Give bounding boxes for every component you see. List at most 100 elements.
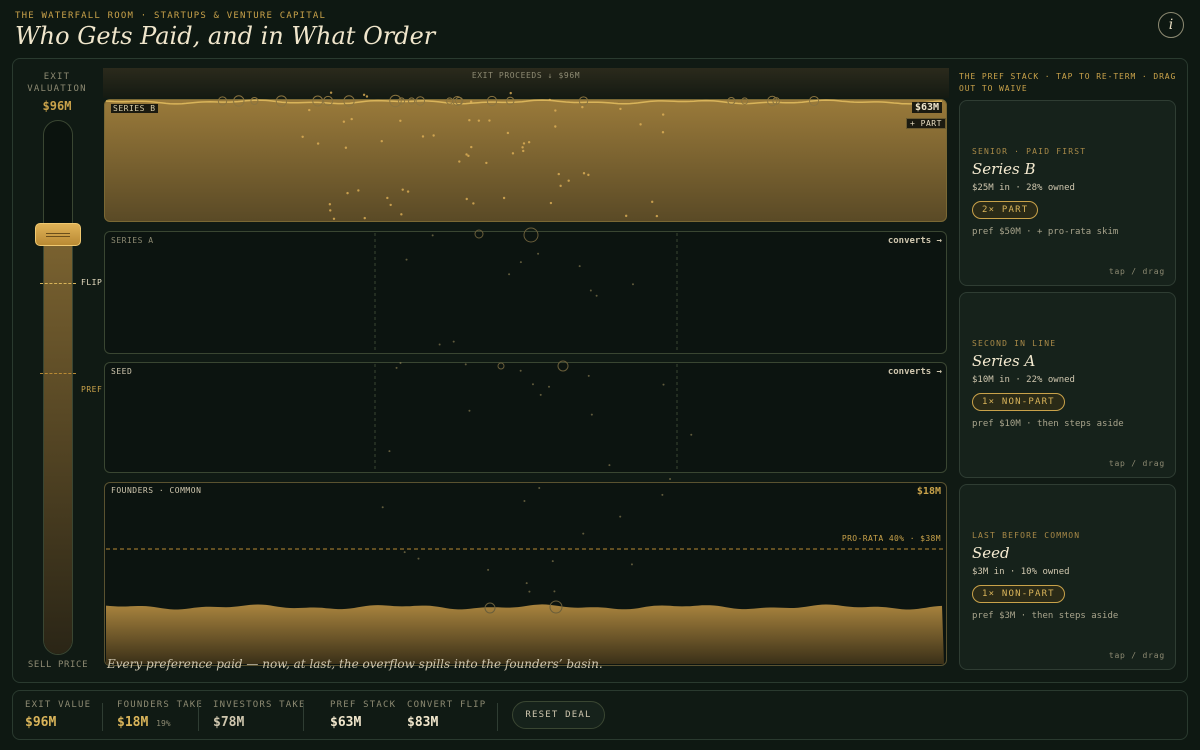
flip-marker [40, 283, 76, 284]
tier-amount: $18M [916, 486, 941, 497]
droplet [553, 590, 556, 593]
droplet [506, 131, 510, 135]
bubble [523, 227, 539, 243]
droplet [519, 369, 522, 372]
droplet [537, 252, 540, 255]
caption: Every preference paid — now, at last, th… [107, 657, 603, 671]
droplet [365, 95, 369, 98]
stat-value: $18M 19% [117, 715, 203, 730]
droplet [661, 113, 665, 116]
pref-marker [40, 373, 76, 374]
stat-note: 19% [156, 719, 171, 728]
droplet [624, 214, 628, 218]
bubble [549, 600, 563, 614]
tier-series-b [104, 99, 947, 222]
droplet [523, 499, 526, 502]
slider-label: EXIT VALUATION [27, 72, 87, 94]
droplet [511, 152, 515, 155]
separator [198, 703, 199, 731]
droplet [582, 532, 585, 535]
tranche-card[interactable]: SECOND IN LINE Series A $10M in · 22% ow… [959, 292, 1176, 478]
droplet [399, 362, 402, 365]
droplet [316, 142, 320, 145]
slider-footer: SELL PRICE [27, 660, 89, 670]
tier-label: SERIES A [111, 236, 154, 245]
droplet [619, 107, 622, 111]
tranche-card[interactable]: SENIOR · PAID FIRST Series B $25M in · 2… [959, 100, 1176, 286]
tranche-card[interactable]: LAST BEFORE COMMON Seed $3M in · 10% own… [959, 484, 1176, 670]
reset-button[interactable]: RESET DEAL [512, 701, 605, 729]
droplet [389, 203, 392, 207]
droplet [582, 172, 586, 175]
card-name: Series B [972, 160, 1036, 178]
separator [303, 703, 304, 731]
droplet [485, 161, 488, 165]
series-b-surface [105, 99, 943, 105]
droplet [465, 197, 468, 201]
droplet [464, 363, 467, 366]
droplet [468, 119, 471, 122]
droplet [554, 125, 557, 128]
stat-number: $96M [25, 715, 57, 730]
droplet [431, 234, 434, 237]
card-hint: tap / drag [1108, 651, 1165, 660]
droplet [539, 393, 542, 396]
card-pref: pref $3M · then steps aside [972, 611, 1119, 621]
tier-label: FOUNDERS · COMMON [111, 486, 202, 495]
droplet [651, 200, 654, 204]
bubble [250, 97, 259, 105]
droplet [400, 213, 403, 216]
bubble [233, 95, 245, 107]
droplet [690, 433, 693, 436]
droplet [469, 100, 473, 103]
bubble [557, 360, 569, 372]
card-hint: tap / drag [1108, 459, 1165, 468]
droplet [522, 149, 525, 153]
summary-stat: PREF STACK $63M [330, 700, 396, 730]
bubble [741, 97, 749, 105]
droplet [669, 478, 672, 481]
stat-label: CONVERT FLIP [407, 700, 487, 710]
tier-series-a [104, 231, 947, 354]
droplet [551, 560, 554, 563]
droplet [406, 190, 410, 193]
droplet [301, 135, 304, 138]
droplet [468, 409, 471, 412]
info-button[interactable]: i [1158, 12, 1184, 38]
bubble [407, 97, 416, 105]
stat-label: FOUNDERS TAKE [117, 700, 204, 710]
droplet [470, 145, 473, 149]
card-badge[interactable]: 1× NON-PART [972, 585, 1065, 603]
droplet [329, 91, 333, 94]
droplet [661, 131, 665, 134]
summary-stat: FOUNDERS TAKE $18M 19% [117, 700, 203, 730]
droplet [522, 142, 526, 145]
bubble [809, 95, 820, 107]
droplet [380, 139, 383, 143]
card-badge[interactable]: 1× NON-PART [972, 393, 1065, 411]
droplet [567, 179, 570, 182]
droplet [630, 563, 633, 566]
bubble [474, 229, 484, 239]
droplet [549, 201, 553, 205]
card-badge[interactable]: 2× PART [972, 201, 1039, 219]
proceeds-stream [103, 68, 949, 98]
card-pref: pref $50M · + pro-rata skim [972, 227, 1119, 237]
bubble [275, 95, 288, 107]
tier-status: converts → [887, 236, 942, 246]
slider-thumb[interactable] [35, 223, 81, 246]
droplet [350, 117, 353, 121]
summary-stat: CONVERT FLIP $83M [407, 700, 486, 730]
proceeds-heading: EXIT PROCEEDS ↓ $96M [471, 71, 581, 80]
droplet [589, 289, 592, 292]
tier-label: SERIES B [111, 104, 158, 113]
card-stats: $25M in · 28% owned [972, 183, 1075, 193]
droplet [388, 450, 391, 453]
droplet [403, 551, 406, 554]
bubble [578, 96, 589, 106]
tier-label: SEED [111, 367, 133, 376]
droplet [581, 105, 584, 109]
droplet [357, 189, 360, 192]
droplet [432, 134, 435, 137]
